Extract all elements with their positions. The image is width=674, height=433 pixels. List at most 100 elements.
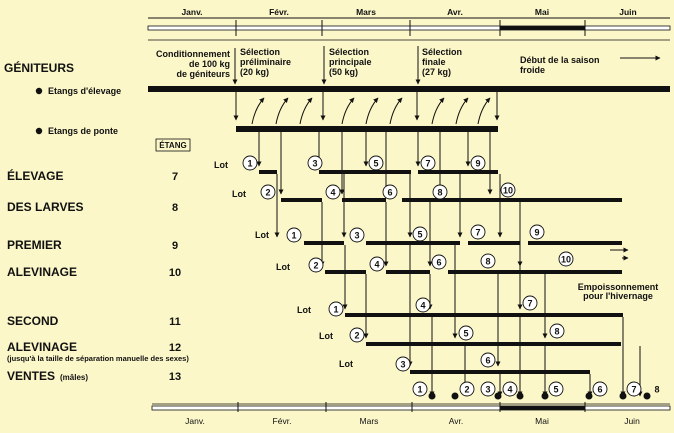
lot-circle: 7 xyxy=(420,155,436,171)
stage-label-ventes: VENTES xyxy=(7,369,55,383)
stage-label-second: SECOND xyxy=(7,314,59,328)
sale-dot-icon xyxy=(451,392,459,400)
sale-lot: 1 xyxy=(412,381,436,400)
month-bottom-mar: Mars xyxy=(360,416,379,426)
note-main-3: (50 kg) xyxy=(329,67,358,77)
pond-11: 11 xyxy=(169,316,181,328)
sale-lot: 8 xyxy=(643,385,660,400)
sale-lot-number: 7 xyxy=(631,385,636,395)
ventes-note: (mâles) xyxy=(60,373,88,382)
lot-circle: 1 xyxy=(286,227,302,243)
sale-dot-icon xyxy=(516,392,524,400)
lot-circle: 8 xyxy=(549,323,565,339)
row-9-lots: 1 3 5 7 9 xyxy=(286,224,545,243)
lot-label: Lot xyxy=(232,189,246,199)
etang-header-box xyxy=(155,138,191,152)
row-13-lots: 3 6 xyxy=(395,352,496,372)
bullet-icon xyxy=(35,87,43,95)
lot-number: 9 xyxy=(475,159,480,169)
lot-number: 8 xyxy=(554,327,559,337)
sale-lot-number: 3 xyxy=(485,385,490,395)
lot-number: 7 xyxy=(527,299,532,309)
lot-circle: 4 xyxy=(415,297,431,313)
note-main-1: Sélection xyxy=(329,47,369,57)
lot-label: Lot xyxy=(297,305,311,315)
lot-circle: 3 xyxy=(349,227,365,243)
sale-lot: 3 xyxy=(480,381,502,400)
lot-label: Lot xyxy=(339,359,353,369)
bar-11 xyxy=(345,313,623,317)
lot-number: 8 xyxy=(437,188,442,198)
sale-lot-number: 6 xyxy=(597,385,602,395)
lot-number: 5 xyxy=(417,230,422,240)
sale-lot-number: 4 xyxy=(507,385,512,395)
empoissonnement-1: Empoissonnement xyxy=(578,282,659,292)
rearing-ponds-bar xyxy=(148,86,670,92)
sale-lot-number: 1 xyxy=(417,385,422,395)
bar-7 xyxy=(319,170,411,174)
lot-number: 1 xyxy=(247,159,252,169)
stage-label-alevinage2: ALEVINAGE xyxy=(7,340,77,354)
month-bottom-may: Mai xyxy=(535,416,549,426)
pond-12: 12 xyxy=(169,342,181,354)
lot-number: 10 xyxy=(561,255,571,265)
spawning-ponds-label: Etangs de ponte xyxy=(48,126,118,136)
lot-circle: 5 xyxy=(368,155,384,171)
note-cold-2: froide xyxy=(520,65,545,75)
month-top-may: Mai xyxy=(535,7,549,17)
bar-8 xyxy=(402,198,622,202)
lot-circle: 7 xyxy=(522,295,538,311)
empoissonnement-2: pour l'hivernage xyxy=(583,291,653,301)
month-bar-top: Janv. Févr. Mars Avr. Mai Juin xyxy=(147,7,671,41)
sale-lot: 7 xyxy=(619,381,642,400)
row-11-lots: 1 4 7 xyxy=(328,295,538,317)
lot-number: 5 xyxy=(463,329,468,339)
header-notes: Conditionnement de 100 kg de géniteurs S… xyxy=(156,46,661,85)
note-final-1: Sélection xyxy=(422,47,462,57)
sale-lot: 6 xyxy=(585,381,608,400)
bar-8 xyxy=(281,198,322,202)
lot-circle: 2 xyxy=(260,184,276,200)
pond-13: 13 xyxy=(169,371,181,383)
stage-label-larves: DES LARVES xyxy=(7,200,83,214)
stage-label-elevage: ÉLEVAGE xyxy=(7,168,63,183)
lot-number: 9 xyxy=(534,228,539,238)
lot-number: 5 xyxy=(373,159,378,169)
sale-lot-number: 5 xyxy=(553,385,558,395)
month-top-apr: Avr. xyxy=(447,7,463,17)
lot-circle: 1 xyxy=(242,155,258,171)
sale-dot-icon xyxy=(541,392,549,400)
month-top-jun: Juin xyxy=(619,7,636,17)
note-preliminary-2: préliminaire xyxy=(240,57,291,67)
month-bottom-jan: Janv. xyxy=(185,416,205,426)
bar-9 xyxy=(304,241,344,245)
sale-dot-icon xyxy=(585,392,593,400)
lot-circle: 3 xyxy=(395,356,411,372)
lot-label: Lot xyxy=(214,160,228,170)
lot-number: 10 xyxy=(503,186,513,196)
lot-circle: 7 xyxy=(470,224,486,240)
lot-circle: 10 xyxy=(500,182,516,198)
lot-circle: 4 xyxy=(325,184,341,200)
lot-circle: 5 xyxy=(458,325,474,341)
lot-circle: 9 xyxy=(529,224,545,240)
month-top-feb: Févr. xyxy=(269,7,289,17)
note-main-2: principale xyxy=(329,57,372,67)
bar-7 xyxy=(259,170,277,174)
bar-9 xyxy=(366,241,460,245)
lot-circle: 2 xyxy=(308,257,324,273)
lot-circles: 1 3 5 7 9 2 4 6 8 10 1 3 5 7 9 2 4 6 8 1… xyxy=(242,155,574,372)
sale-lot: 2 xyxy=(451,381,475,400)
pond-9: 9 xyxy=(172,240,178,252)
month-bottom-apr: Avr. xyxy=(449,416,464,426)
lot-circle: 9 xyxy=(470,155,486,171)
lot-labels: Lot Lot Lot Lot Lot Lot Lot xyxy=(214,160,353,369)
lot-label: Lot xyxy=(319,331,333,341)
note-preliminary-1: Sélection xyxy=(240,47,280,57)
lot-number: 7 xyxy=(425,159,430,169)
alevinage2-note: (jusqu'à la taille de séparation manuell… xyxy=(7,354,189,363)
lot-label: Lot xyxy=(276,262,290,272)
month-bottom-jun: Juin xyxy=(624,416,640,426)
